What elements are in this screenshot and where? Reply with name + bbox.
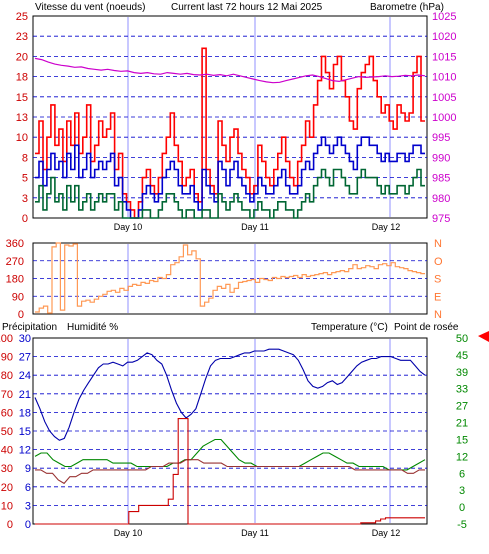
direction-panel-y2tick: O (434, 256, 443, 268)
thermo-panel-y2tick: 45 (456, 350, 468, 362)
current-period-title: Current last 72 hours 12 Mai 2025 (171, 2, 323, 13)
temperature-label: Temperature (°C) (311, 322, 388, 333)
direction-panel-ytick: 360 (6, 238, 24, 250)
thermo-panel-y2tick: 3 (459, 485, 465, 497)
direction-panel-ytick: 270 (6, 256, 24, 268)
barometer-series-line (34, 57, 426, 84)
direction-panel-ytick: 90 (12, 291, 24, 303)
wind-panel-ytick: 13 (16, 112, 28, 124)
thermo-panel-ytick: 10 (1, 500, 13, 512)
plot-layer: 0358101315182023259759809859909951000100… (0, 11, 489, 538)
wind-panel-y2tick: 975 (432, 213, 450, 225)
wind-panel-ytick: 8 (22, 152, 28, 164)
rain-ytick: 12 (19, 445, 31, 457)
thermo-panel-y2tick: 12 (456, 451, 468, 463)
dewpoint-label: Point de rosée (394, 322, 459, 333)
wind-series-line (35, 136, 425, 219)
wind-panel-y2tick: 980 (432, 193, 450, 205)
thermo-panel-ytick: 50 (1, 426, 13, 438)
thermo-panel-ytick: 90 (1, 352, 13, 364)
thermo-panel-y2tick: 21 (456, 418, 468, 430)
wind-panel-y2tick: 1025 (432, 11, 456, 23)
rain-ytick: 24 (19, 370, 31, 382)
wind-panel-ytick: 3 (22, 193, 28, 205)
wind-panel-y2tick: 990 (432, 152, 450, 164)
rain-ytick: 27 (19, 352, 31, 364)
rain-series-line (35, 418, 425, 525)
thermo-panel-ytick: 70 (1, 389, 13, 401)
thermo-panel-day-label: Day 10 (114, 528, 143, 538)
thermo-panel-y2tick: 15 (456, 434, 468, 446)
thermo-panel-ytick: 80 (1, 370, 13, 382)
direction-panel-ytick: 0 (18, 309, 24, 321)
direction-panel-y2tick: N (434, 238, 442, 250)
direction-panel-ytick: 180 (6, 274, 24, 286)
rain-ytick: 15 (19, 426, 31, 438)
wind-panel-ytick: 15 (16, 92, 28, 104)
wind-panel-y2tick: 1000 (432, 112, 456, 124)
wind-panel-y2tick: 1020 (432, 31, 456, 43)
rain-ytick: 21 (19, 389, 31, 401)
thermo-panel-ytick: 100 (0, 333, 13, 345)
rain-ytick: 18 (19, 407, 31, 419)
wind-panel-ytick: 0 (22, 213, 28, 225)
thermo-panel-ytick: 0 (7, 519, 13, 531)
thermo-panel-y2tick: 0 (459, 502, 465, 514)
wind-panel-ytick: 20 (16, 51, 28, 63)
temperature-series-line (34, 438, 426, 471)
rain-ytick: 30 (19, 333, 31, 345)
wind-panel-ytick: 25 (16, 11, 28, 23)
wind-speed-title: Vitesse du vent (noeuds) (35, 2, 145, 13)
thermo-panel-y2tick: 33 (456, 384, 468, 396)
wind-panel-y2tick: 1010 (432, 72, 456, 84)
thermo-panel-day-label: Day 12 (372, 528, 401, 538)
min-series-line (35, 168, 425, 219)
thermo-panel-y2tick: 27 (456, 401, 468, 413)
wind-panel-ytick: 23 (16, 31, 28, 43)
wind-panel-y2tick: 1015 (432, 51, 456, 63)
wind-panel-ytick: 18 (16, 72, 28, 84)
wind-panel-ytick: 5 (22, 173, 28, 185)
humidity-series-line (34, 348, 426, 441)
direction-panel-y2tick: N (434, 309, 442, 321)
direction-panel-y2tick: S (434, 274, 441, 286)
rain-ytick: 6 (25, 482, 31, 494)
wind-panel-y2tick: 995 (432, 132, 450, 144)
current-value-pointer-icon (478, 331, 489, 342)
barometer-title: Barometre (hPa) (370, 2, 444, 13)
rain-ytick: 0 (25, 519, 31, 531)
thermo-panel-ytick: 30 (1, 463, 13, 475)
thermo-panel-y2tick: 39 (456, 367, 468, 379)
humidity-label: Humidité % (67, 322, 118, 333)
dewpoint-series-line (35, 459, 425, 485)
thermo-panel-y2tick: -5 (457, 519, 467, 531)
thermo-panel-y2tick: 6 (459, 468, 465, 480)
thermo-panel-ytick: 60 (1, 407, 13, 419)
wind-panel-day-label: Day 12 (372, 222, 401, 232)
wind-direction-series-line (35, 242, 425, 314)
gust-series-line (35, 47, 425, 219)
wind-panel-ytick: 10 (16, 132, 28, 144)
wind-panel-day-label: Day 10 (114, 222, 143, 232)
rain-ytick: 9 (25, 463, 31, 475)
wind-panel-y2tick: 985 (432, 173, 450, 185)
rain-ytick: 3 (25, 500, 31, 512)
thermo-panel-day-label: Day 11 (241, 528, 269, 538)
wind-panel-day-label: Day 11 (241, 222, 269, 232)
thermo-panel-y2tick: 50 (456, 333, 468, 345)
thermo-panel-ytick: 40 (1, 445, 13, 457)
direction-panel-y2tick: E (434, 291, 441, 303)
thermo-panel-ytick: 20 (1, 482, 13, 494)
precipitation-label: Précipitation (2, 322, 57, 333)
wind-panel-y2tick: 1005 (432, 92, 456, 104)
